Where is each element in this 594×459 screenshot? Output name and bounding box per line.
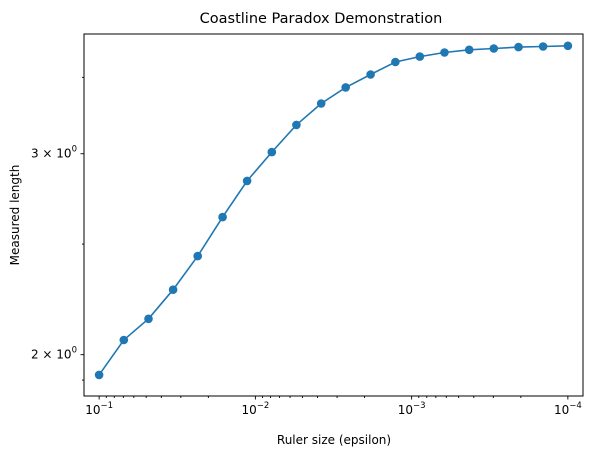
x-axis-label: Ruler size (epsilon)	[277, 433, 391, 447]
data-point	[316, 99, 326, 108]
data-point	[415, 52, 425, 61]
data-point	[193, 251, 202, 261]
data-point	[514, 42, 523, 52]
data-point	[366, 70, 375, 79]
x-tick-label: 10−2	[241, 401, 269, 417]
data-point	[144, 314, 153, 324]
x-tick-label: 10−1	[85, 401, 113, 417]
series-line	[98, 45, 568, 376]
y-tick-label: 2 × 100	[31, 346, 77, 362]
data-point	[440, 48, 449, 57]
data-point	[341, 83, 351, 92]
data-point	[563, 41, 573, 51]
data-point	[292, 120, 301, 130]
x-tick-label: 10−3	[398, 401, 426, 417]
y-tick-label: 3 × 100	[31, 145, 77, 161]
data-point	[464, 45, 474, 55]
y-axis-ticks: 2 × 100 3 × 100	[31, 76, 84, 381]
data-point	[391, 57, 400, 67]
x-tick-label: 10−4	[554, 401, 582, 417]
series-group	[94, 41, 573, 380]
data-point	[538, 42, 548, 51]
data-point	[489, 44, 499, 53]
chart-title: Coastline Paradox Demonstration	[200, 11, 443, 27]
data-point	[119, 335, 129, 345]
data-point	[94, 370, 104, 380]
data-point	[267, 147, 277, 157]
plot-frame	[83, 33, 584, 397]
data-point	[242, 176, 252, 186]
y-axis-label: Measured length	[8, 165, 22, 266]
data-point	[218, 212, 227, 222]
x-axis-ticks: 10−1 10−2 10−3 10−4	[85, 396, 582, 417]
data-point	[168, 285, 178, 295]
